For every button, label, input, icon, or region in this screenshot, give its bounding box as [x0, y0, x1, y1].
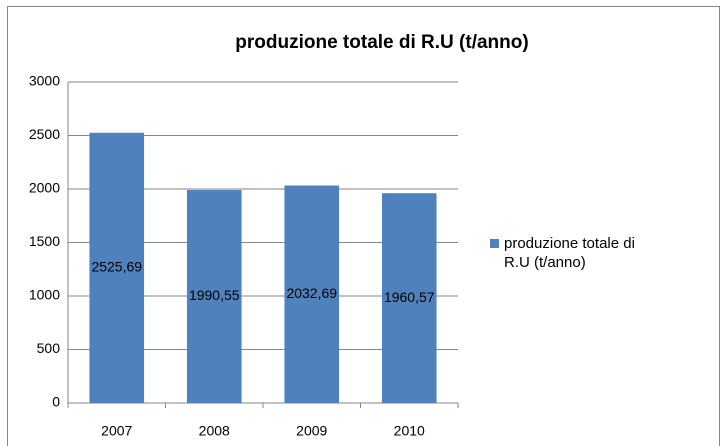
x-tick-label: 2009 — [296, 423, 327, 439]
data-label: 1960,57 — [384, 289, 435, 305]
x-tick-label: 2010 — [394, 423, 425, 439]
y-tick-label: 500 — [37, 340, 61, 356]
y-tick-label: 1000 — [29, 287, 60, 303]
y-tick-label: 3000 — [29, 73, 60, 89]
x-tick-label: 2007 — [101, 423, 132, 439]
bar — [381, 193, 437, 403]
y-tick-label: 0 — [52, 394, 60, 410]
y-tick-label: 2000 — [29, 180, 60, 196]
data-label: 1990,55 — [189, 287, 240, 303]
data-label: 2032,69 — [286, 285, 337, 301]
legend-swatch — [490, 239, 499, 248]
chart-title: produzione totale di R.U (t/anno) — [235, 32, 528, 53]
y-tick-label: 1500 — [29, 233, 60, 249]
bar — [284, 185, 340, 403]
y-tick-label: 2500 — [29, 126, 60, 142]
data-label: 2525,69 — [91, 259, 142, 275]
bar — [186, 190, 242, 403]
x-tick-label: 2008 — [199, 423, 230, 439]
bar — [89, 132, 145, 404]
legend-label: produzione totale di R.U (t/anno) — [504, 235, 635, 271]
